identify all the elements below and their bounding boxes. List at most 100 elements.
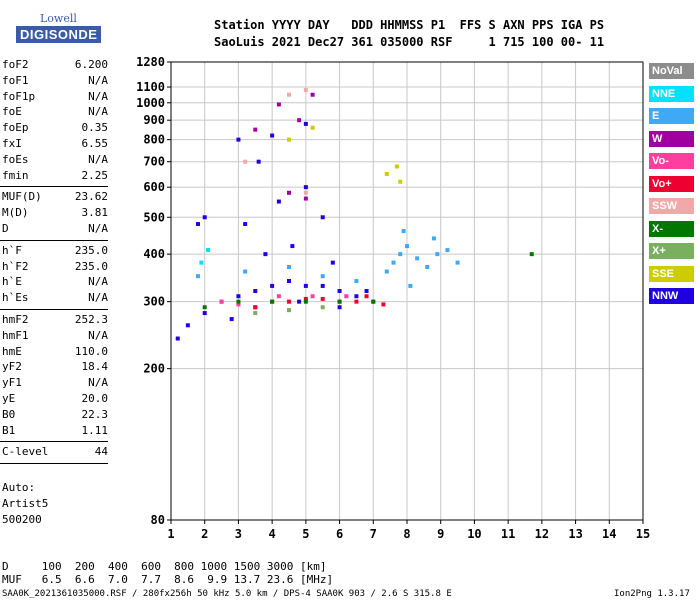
data-point xyxy=(381,302,386,307)
legend-item: X+ xyxy=(649,243,694,259)
data-point xyxy=(253,289,258,293)
x-tick-label: 5 xyxy=(302,527,309,541)
data-point xyxy=(303,185,308,190)
data-point xyxy=(243,159,248,164)
data-point xyxy=(236,299,241,304)
param-name: D xyxy=(2,222,9,235)
data-point xyxy=(310,125,315,130)
data-point xyxy=(287,299,291,304)
data-point xyxy=(425,265,430,270)
data-point xyxy=(270,133,275,138)
data-point xyxy=(290,244,295,249)
digisonde-logo: Lowell DIGISONDE xyxy=(2,4,112,50)
autoscale-program: Artist5 xyxy=(2,497,49,510)
param-name: M(D) xyxy=(2,206,29,220)
data-point xyxy=(297,118,302,123)
data-point xyxy=(303,196,308,201)
autoscale-version: 500200 xyxy=(2,513,42,526)
param-value: N/A xyxy=(88,376,108,390)
param-row: h`Es N/A xyxy=(2,291,108,306)
data-point xyxy=(320,283,325,288)
param-row: fxI 6.55 xyxy=(2,137,108,152)
data-point xyxy=(303,88,308,93)
data-point xyxy=(354,278,359,283)
y-tick-label: 700 xyxy=(143,155,165,169)
data-point xyxy=(236,302,241,307)
data-point xyxy=(303,121,308,126)
muf-table-muf-row: MUF 6.5 6.6 7.0 7.7 8.6 9.9 13.7 23.6 [M… xyxy=(2,573,334,586)
param-row: foEp 0.35 xyxy=(2,121,108,136)
footer-file-info: SAA0K_2021361035000.RSF / 280fx256h 50 k… xyxy=(2,589,452,599)
param-name: h`E xyxy=(2,275,22,289)
param-separator xyxy=(0,309,108,310)
data-point xyxy=(344,294,349,299)
data-point xyxy=(287,137,291,142)
param-row: yF2 18.4 xyxy=(2,360,108,375)
data-point xyxy=(330,260,335,265)
data-point xyxy=(529,252,534,257)
param-name: foEs xyxy=(2,152,29,166)
legend-item: X- xyxy=(649,220,694,237)
ionogram-chart: 1 2 3 4 5 6 7 8 9 10 11 12 13 14 158020030040050060070… xyxy=(136,55,650,541)
x-tick-label: 2 xyxy=(201,527,208,541)
x-tick-label: 11 xyxy=(501,527,515,541)
data-point xyxy=(310,294,315,299)
y-tick-label: 80 xyxy=(151,513,165,527)
param-separator xyxy=(0,463,108,465)
param-name: fxI xyxy=(2,137,22,150)
param-row: B1 1.11 xyxy=(2,424,108,439)
param-name: h`Es xyxy=(2,291,29,305)
param-value: 18.4 xyxy=(81,360,109,374)
param-row: fmin 2.25 xyxy=(2,169,108,184)
param-name: hmE xyxy=(2,344,22,358)
param-value: N/A xyxy=(88,275,108,289)
logo-lowell-text: Lowell xyxy=(40,12,77,25)
data-point xyxy=(219,299,224,304)
y-tick-label: 300 xyxy=(143,295,165,309)
data-point xyxy=(401,229,406,234)
x-tick-label: 15 xyxy=(636,527,650,541)
data-point xyxy=(236,137,241,142)
param-value: N/A xyxy=(88,152,108,166)
param-name: yF1 xyxy=(2,376,22,390)
autoscale-label: Auto: xyxy=(2,481,36,494)
muf-table-distance-row: D 100 200 400 600 800 1000 1500 3000 [km… xyxy=(2,560,327,573)
param-value: 44 xyxy=(94,445,108,459)
data-point xyxy=(364,294,369,299)
param-row: foE N/A xyxy=(2,105,108,120)
data-point xyxy=(320,274,325,279)
data-point xyxy=(384,269,389,274)
param-row: foF2 6.200 xyxy=(2,58,108,73)
param-value: 6.55 xyxy=(81,137,109,150)
data-point xyxy=(337,305,342,310)
x-tick-label: 10 xyxy=(467,527,481,541)
data-point xyxy=(391,260,396,265)
param-value: 1.11 xyxy=(81,423,109,437)
data-point xyxy=(195,222,200,227)
param-value: N/A xyxy=(88,89,108,103)
param-row: foF1p N/A xyxy=(2,90,108,105)
param-value: 252.3 xyxy=(74,313,108,326)
param-row: h`E N/A xyxy=(2,275,108,290)
x-tick-label: 12 xyxy=(535,527,549,541)
x-tick-label: 13 xyxy=(568,527,582,541)
data-point xyxy=(287,92,291,97)
data-point xyxy=(287,265,291,270)
param-separator xyxy=(0,186,108,188)
data-point xyxy=(415,256,420,261)
param-name: hmF2 xyxy=(2,313,29,326)
legend-item: SSW xyxy=(649,198,694,214)
data-point xyxy=(276,294,281,299)
param-name: foEp xyxy=(2,121,29,135)
y-tick-label: 500 xyxy=(143,210,165,224)
data-point xyxy=(337,289,342,293)
data-point xyxy=(337,299,342,304)
legend-item: SSE xyxy=(649,265,694,282)
param-row: h`F2 235.0 xyxy=(2,260,108,275)
param-value: N/A xyxy=(88,105,108,119)
param-row: C-level 44 xyxy=(2,445,108,460)
header-line-1: Station YYYY DAY DDD HHMMSS P1 FFS S AXN… xyxy=(214,18,605,32)
data-point xyxy=(431,236,436,241)
data-point xyxy=(405,244,409,249)
param-name: yF2 xyxy=(2,360,22,374)
